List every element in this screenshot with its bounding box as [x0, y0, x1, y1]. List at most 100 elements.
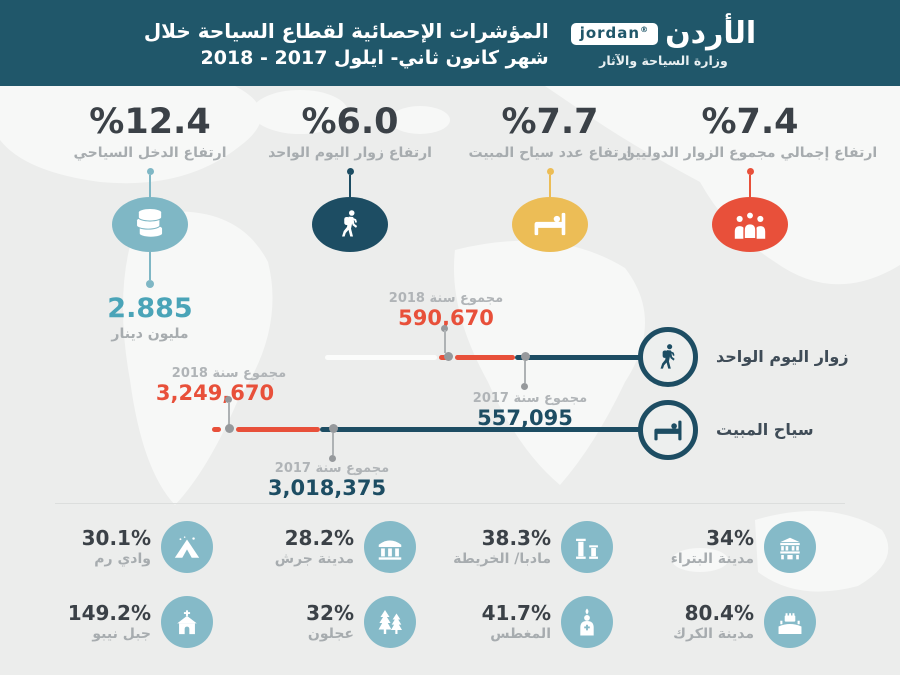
- pin-dot: [329, 424, 338, 433]
- comparison-name-same-day: زوار اليوم الواحد: [716, 347, 849, 366]
- site-name: مدينة الكرك: [673, 625, 754, 642]
- site-percent: 41.7%: [481, 600, 551, 625]
- pine-trees-icon: [364, 596, 416, 648]
- pin-dot: [746, 167, 754, 175]
- site-stat-baptism-site: 41.7% المغطس: [411, 596, 613, 648]
- pin-line: [228, 402, 230, 425]
- bed-icon: [512, 196, 588, 252]
- income-unit: مليون دينار: [111, 325, 189, 342]
- pin-line: [332, 433, 334, 455]
- people-icon: [712, 196, 788, 252]
- site-stat-karak: 80.4% مدينة الكرك: [614, 596, 816, 648]
- site-stat-petra: 34% مدينة البتراء: [614, 521, 816, 573]
- stat-same-day-visitors: %6.0 ارتفاع زوار اليوم الواحد: [250, 104, 450, 252]
- petra-facade-icon: [764, 521, 816, 573]
- site-percent: 80.4%: [684, 600, 754, 625]
- columns-icon: [561, 521, 613, 573]
- castle-icon: [764, 596, 816, 648]
- jordan-tourism-logo: الأردن jordan® وزارة السياحة والآثار: [570, 15, 757, 68]
- pin-dot: [329, 455, 336, 462]
- stat-label: ارتفاع زوار اليوم الواحد: [268, 144, 432, 161]
- stat-value: %7.4: [701, 102, 799, 142]
- site-name: المغطس: [490, 625, 551, 642]
- year-2017-label: مجموع سنة 2017: [274, 461, 390, 476]
- pin-dot: [441, 325, 448, 332]
- pin-dot: [546, 167, 554, 175]
- section-divider: [55, 503, 845, 504]
- site-name: مدينة البتراء: [670, 550, 754, 567]
- pin-line: [349, 174, 351, 197]
- pin-line: [149, 174, 151, 197]
- jordan-brand-badge: jordan®: [570, 22, 659, 45]
- tent-icon: [161, 521, 213, 573]
- pin-dot: [346, 167, 354, 175]
- year-2018-label: مجموع سنة 2018: [171, 366, 287, 381]
- stat-label: ارتفاع الدخل السياحي: [73, 144, 227, 161]
- site-stat-mount-nebo: 149.2% جبل نيبو: [11, 596, 213, 648]
- site-name: وادي رم: [94, 550, 151, 567]
- church-icon: [161, 596, 213, 648]
- site-percent: 28.2%: [284, 525, 354, 550]
- value-2017: 557,095: [477, 406, 573, 430]
- stat-value: %6.0: [301, 102, 399, 142]
- site-stat-jerash: 28.2% مدينة جرش: [214, 521, 416, 573]
- site-percent: 32%: [306, 600, 354, 625]
- year-2018-label: مجموع سنة 2018: [388, 291, 504, 306]
- bar-baseline-segment: [325, 355, 437, 360]
- baptism-icon: [561, 596, 613, 648]
- value-2017: 3,018,375: [267, 476, 387, 500]
- pin-dot: [146, 279, 154, 288]
- stat-overnight-tourists: %7.7 ارتفاع عدد سياح المبيت: [450, 104, 650, 252]
- coins-icon: [112, 196, 188, 252]
- bar-2017-segment: [320, 427, 641, 432]
- pin-dot: [146, 167, 154, 175]
- site-name: مدينة جرش: [274, 550, 354, 567]
- bar-2017-segment: [515, 355, 641, 360]
- year-2017-label: مجموع سنة 2017: [472, 391, 588, 406]
- stat-label: ارتفاع إجمالي مجموع الزوار الدوليين: [622, 144, 878, 161]
- pin-dot: [225, 424, 234, 433]
- jordan-arabic-logo: الأردن: [665, 15, 757, 51]
- pin-line: [444, 330, 446, 353]
- hiker-icon: [638, 327, 698, 387]
- hiker-icon: [312, 196, 388, 252]
- pin-dot: [225, 396, 232, 403]
- stat-international-visitors: %7.4 ارتفاع إجمالي مجموع الزوار الدوليين: [623, 102, 877, 252]
- site-stat-wadi-rum: 30.1% وادي رم: [11, 521, 213, 573]
- site-percent: 149.2%: [67, 600, 151, 625]
- value-2018: 3,249,670: [155, 381, 275, 405]
- bar-2018-tick: [439, 355, 448, 360]
- pin-line: [749, 174, 751, 197]
- pin-dot: [444, 352, 453, 361]
- pin-line: [149, 251, 151, 280]
- bar-2018-tick: [212, 427, 221, 432]
- stat-value: %7.7: [501, 102, 599, 142]
- temple-arch-icon: [364, 521, 416, 573]
- site-percent: 30.1%: [81, 525, 151, 550]
- registered-mark-icon: ®: [640, 24, 650, 34]
- site-name: مادبا/ الخريطة: [453, 550, 551, 567]
- site-stat-madaba: 38.3% مادبا/ الخريطة: [411, 521, 613, 573]
- site-name: عجلون: [307, 625, 354, 642]
- site-stat-ajloun: 32% عجلون: [214, 596, 416, 648]
- pin-line: [524, 361, 526, 383]
- pin-dot: [521, 383, 528, 390]
- site-percent: 34%: [706, 525, 754, 550]
- page-title: المؤشرات الإحصائية لقطاع السياحة خلال شه…: [144, 16, 549, 71]
- stat-value: %12.4: [89, 102, 211, 142]
- page-title-line2: شهر كانون ثاني- ايلول 2017 - 2018: [200, 46, 549, 69]
- page-title-line1: المؤشرات الإحصائية لقطاع السياحة خلال: [143, 18, 549, 43]
- pin-line: [549, 174, 551, 197]
- ministry-name: وزارة السياحة والآثار: [599, 52, 728, 68]
- header-bar: الأردن jordan® وزارة السياحة والآثار الم…: [0, 0, 900, 86]
- pin-dot: [521, 352, 530, 361]
- site-percent: 38.3%: [481, 525, 551, 550]
- comparison-name-overnight: سياح المبيت: [716, 420, 814, 439]
- stat-tourism-income: %12.4 ارتفاع الدخل السياحي 2.885 مليون د…: [50, 104, 250, 342]
- stat-label: ارتفاع عدد سياح المبيت: [468, 144, 632, 161]
- bed-icon: [638, 400, 698, 460]
- bar-2018-segment: [455, 355, 515, 360]
- site-name: جبل نيبو: [92, 625, 151, 642]
